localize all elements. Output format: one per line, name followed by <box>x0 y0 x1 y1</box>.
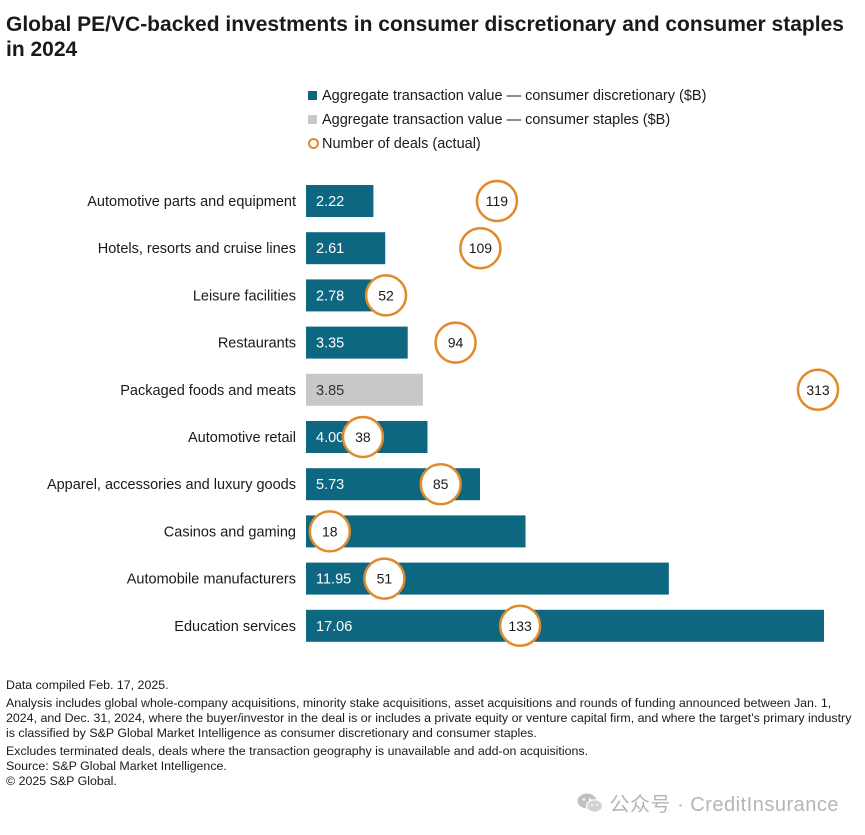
legend-item-discretionary: Aggregate transaction value — consumer d… <box>308 86 706 110</box>
footnotes: Data compiled Feb. 17, 2025. Analysis in… <box>6 678 861 789</box>
bar-discretionary <box>306 326 408 359</box>
deal-count-label: 38 <box>355 429 371 445</box>
category-label: Education services <box>174 619 296 635</box>
category-label: Restaurants <box>218 336 296 352</box>
footnote-source: Source: S&P Global Market Intelligence. <box>6 759 227 773</box>
bar-value-label: 2.78 <box>316 288 344 304</box>
bar-staples <box>306 373 423 406</box>
legend-item-deals: Number of deals (actual) <box>308 134 706 158</box>
deal-count-label: 133 <box>508 618 532 634</box>
bar-value-label: 4.00 <box>316 430 344 446</box>
bar-chart: Automotive parts and equipment 2.22 119 Hot… <box>47 179 840 648</box>
watermark: 公众号 · CreditInsurance <box>576 788 839 817</box>
deal-count-label: 94 <box>448 335 464 351</box>
category-label: Automotive parts and equipment <box>87 194 296 210</box>
footnote-data-compiled: Data compiled Feb. 17, 2025. <box>6 678 169 692</box>
deal-count-circle <box>363 557 406 600</box>
legend: Aggregate transaction value — consumer d… <box>308 86 706 158</box>
deal-count-label: 119 <box>486 193 509 209</box>
category-label: Hotels, resorts and cruise lines <box>98 241 296 257</box>
deal-count-label: 18 <box>322 523 338 539</box>
bar-value-label: 2.61 <box>316 241 344 257</box>
legend-circle-deals <box>308 138 319 149</box>
bar-discretionary <box>306 185 374 217</box>
bar-discretionary <box>306 562 669 595</box>
footnote-analysis: Analysis includes global whole-company a… <box>6 696 852 740</box>
deal-count-label: 109 <box>469 240 493 256</box>
footnote-exclusions: Excludes terminated deals, deals where t… <box>6 744 589 758</box>
bar-value-label: 2.22 <box>316 194 344 210</box>
category-label: Automotive retail <box>188 430 296 446</box>
bar-value-label: 17.06 <box>316 619 352 635</box>
category-label: Packaged foods and meats <box>120 383 296 399</box>
category-label: Automobile manufacturers <box>127 572 296 588</box>
watermark-text: 公众号 · CreditInsurance <box>609 794 839 816</box>
deal-count-circle <box>475 179 519 223</box>
deal-count-label: 313 <box>806 382 830 398</box>
deal-count-circle <box>434 321 477 364</box>
deal-count-label: 52 <box>378 287 394 303</box>
legend-swatch-discretionary <box>308 91 317 100</box>
footnote-copyright: © 2025 S&P Global. <box>6 774 117 788</box>
deal-count-circle <box>796 368 840 412</box>
bar-value-label: 11.95 <box>316 572 351 588</box>
legend-label: Number of deals (actual) <box>322 136 481 152</box>
deal-count-circle <box>498 604 542 648</box>
bar-discretionary <box>306 232 386 265</box>
category-label: Leisure facilities <box>193 288 296 304</box>
legend-item-staples: Aggregate transaction value — consumer s… <box>308 110 706 134</box>
deal-count-circle <box>308 510 352 553</box>
bar-value-label: 3.85 <box>316 383 344 399</box>
legend-label: Aggregate transaction value — consumer s… <box>322 112 671 128</box>
bar-value-label: 3.35 <box>316 336 344 352</box>
bar-discretionary <box>306 609 824 642</box>
wechat-icon <box>577 793 603 813</box>
deal-count-circle <box>364 274 408 317</box>
legend-label: Aggregate transaction value — consumer d… <box>322 88 707 104</box>
category-label: Apparel, accessories and luxury goods <box>47 477 296 493</box>
deal-count-label: 51 <box>377 571 393 587</box>
legend-swatch-staples <box>308 115 317 124</box>
deal-count-label: 85 <box>433 476 449 492</box>
deal-count-circle <box>341 415 385 459</box>
deal-count-circle <box>459 226 502 270</box>
bar-value-label: 5.73 <box>316 477 344 493</box>
category-label: Casinos and gaming <box>164 524 296 540</box>
deal-count-circle <box>419 462 462 506</box>
chart-title: Global PE/VC-backed investments in consu… <box>6 13 844 61</box>
